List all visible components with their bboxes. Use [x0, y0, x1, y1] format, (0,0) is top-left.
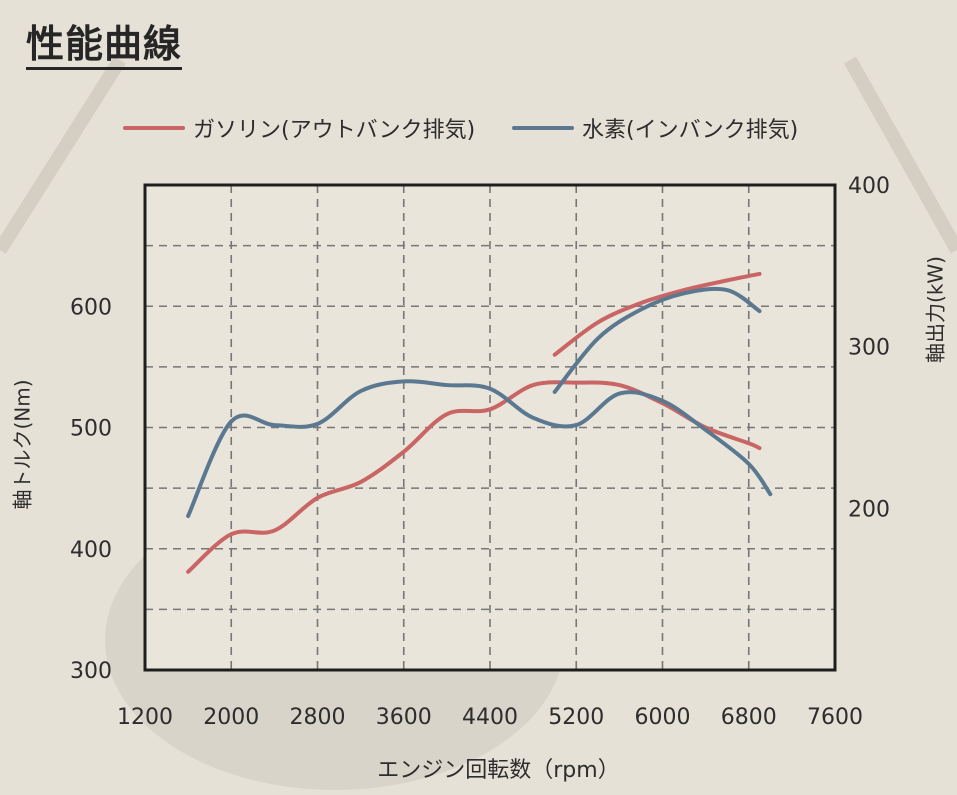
- legend-swatch-gasoline: [123, 126, 185, 130]
- series-line-hydrogen-torque: [186, 379, 773, 519]
- x-tick-label: 4400: [462, 705, 518, 730]
- y-right-tick-label: 300: [848, 336, 890, 361]
- x-tick-label: 3600: [376, 705, 432, 730]
- legend-item-hydrogen: 水素(インバンク排気): [512, 112, 798, 144]
- x-tick-label: 6000: [635, 705, 691, 730]
- x-tick-label: 2800: [290, 705, 346, 730]
- series-line-hydrogen-power: [552, 286, 762, 394]
- x-tick-label: 5200: [548, 705, 604, 730]
- y-left-tick-label: 300: [70, 659, 112, 684]
- series-line-gasoline-power: [552, 271, 762, 357]
- y-axis-right-label: 軸出力(kW): [923, 256, 948, 363]
- y-left-tick-label: 400: [70, 538, 112, 563]
- x-tick-label: 7600: [807, 705, 863, 730]
- y-left-tick-label: 500: [70, 417, 112, 442]
- page-title: 性能曲線: [26, 22, 183, 70]
- legend-item-gasoline: ガソリン(アウトバンク排気): [123, 112, 475, 144]
- legend-label-hydrogen: 水素(インバンク排気): [582, 118, 799, 143]
- legend-label-gasoline: ガソリン(アウトバンク排気): [193, 118, 476, 143]
- legend-swatch-hydrogen: [512, 126, 574, 130]
- x-tick-label: 6800: [721, 705, 777, 730]
- plot-frame: [143, 183, 837, 672]
- y-right-tick-label: 200: [848, 497, 890, 522]
- y-left-tick-label: 600: [70, 295, 112, 320]
- y-axis-left-label: 軸トルク(Nm): [10, 379, 35, 510]
- x-axis-label: エンジン回転数（rpm）: [377, 758, 620, 783]
- x-tick-label: 1200: [117, 705, 173, 730]
- x-tick-label: 2000: [203, 705, 259, 730]
- y-right-tick-label: 400: [848, 174, 890, 199]
